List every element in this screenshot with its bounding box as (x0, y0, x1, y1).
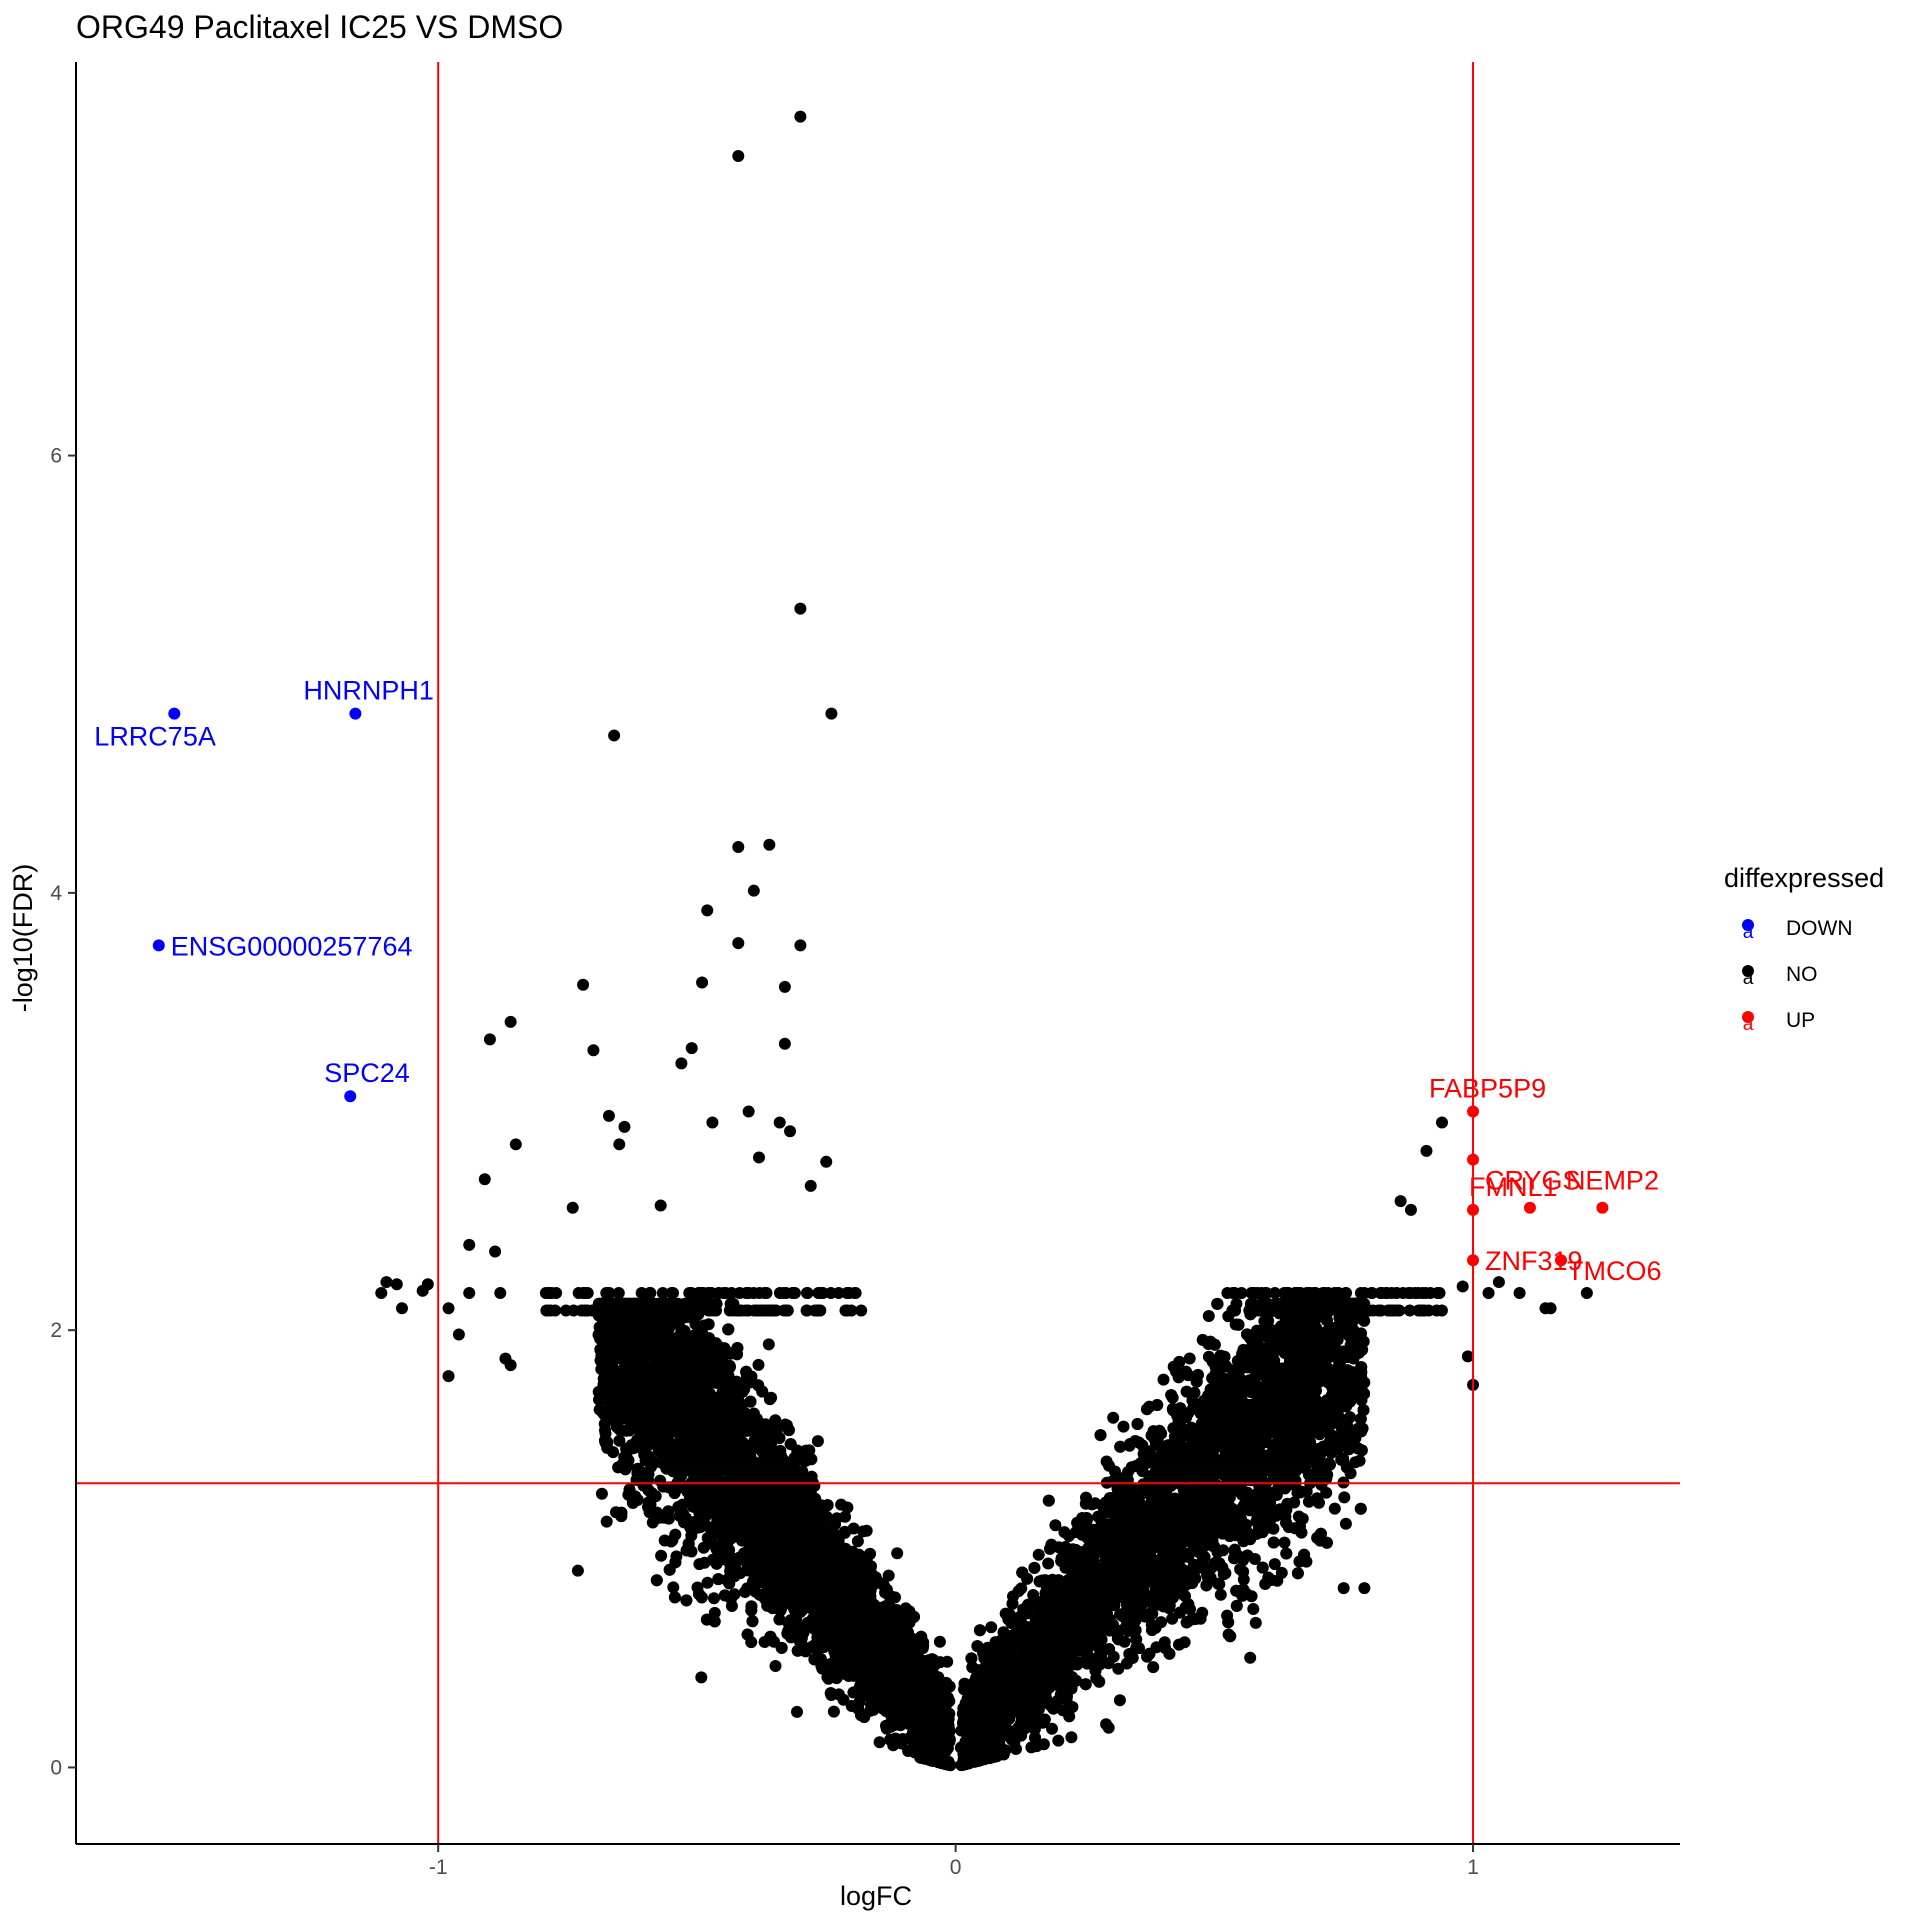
point-no (1032, 1548, 1045, 1561)
point-no (769, 1660, 782, 1672)
point-no (851, 1535, 864, 1548)
point-no (882, 1569, 895, 1582)
point-no (1271, 1574, 1284, 1587)
point-no (803, 1444, 816, 1457)
point-no (1049, 1519, 1062, 1532)
point-no (1244, 1651, 1257, 1664)
point-no (1214, 1588, 1227, 1601)
point-no (1112, 1662, 1125, 1675)
point-no (1202, 1310, 1215, 1322)
point-no (1113, 1694, 1126, 1707)
point-no (655, 1549, 668, 1562)
point-no (1045, 1538, 1058, 1551)
point-no (736, 1385, 749, 1398)
point-no (1117, 1420, 1130, 1433)
point-no (708, 1606, 721, 1619)
series-no-cloud (539, 1287, 1448, 1772)
point-no (653, 1511, 665, 1524)
point-no (791, 1705, 803, 1718)
point-no (1189, 1572, 1202, 1585)
chart-title: ORG49 Paclitaxel IC25 VS DMSO (76, 9, 563, 45)
point-no (1338, 1491, 1351, 1504)
point-no (811, 1435, 824, 1448)
point-no (1249, 1616, 1262, 1629)
point-no (1302, 1495, 1315, 1508)
point-no (1211, 1297, 1224, 1310)
point-no (1339, 1517, 1352, 1530)
point-no (1157, 1373, 1170, 1386)
point-no (695, 1671, 708, 1684)
plot-area: LRRC75AHNRNPH1ENSG00000257764SPC24FABP5P… (76, 62, 1680, 1844)
point-no (891, 1547, 904, 1560)
point-no (752, 1358, 765, 1371)
point-no (1247, 1603, 1260, 1615)
point-no (728, 1588, 741, 1601)
point-no (725, 1600, 738, 1612)
point-no (667, 1581, 680, 1594)
point-no (1065, 1731, 1078, 1744)
point-no (1107, 1411, 1120, 1424)
point-no (773, 1613, 786, 1626)
point-no (693, 1558, 706, 1571)
